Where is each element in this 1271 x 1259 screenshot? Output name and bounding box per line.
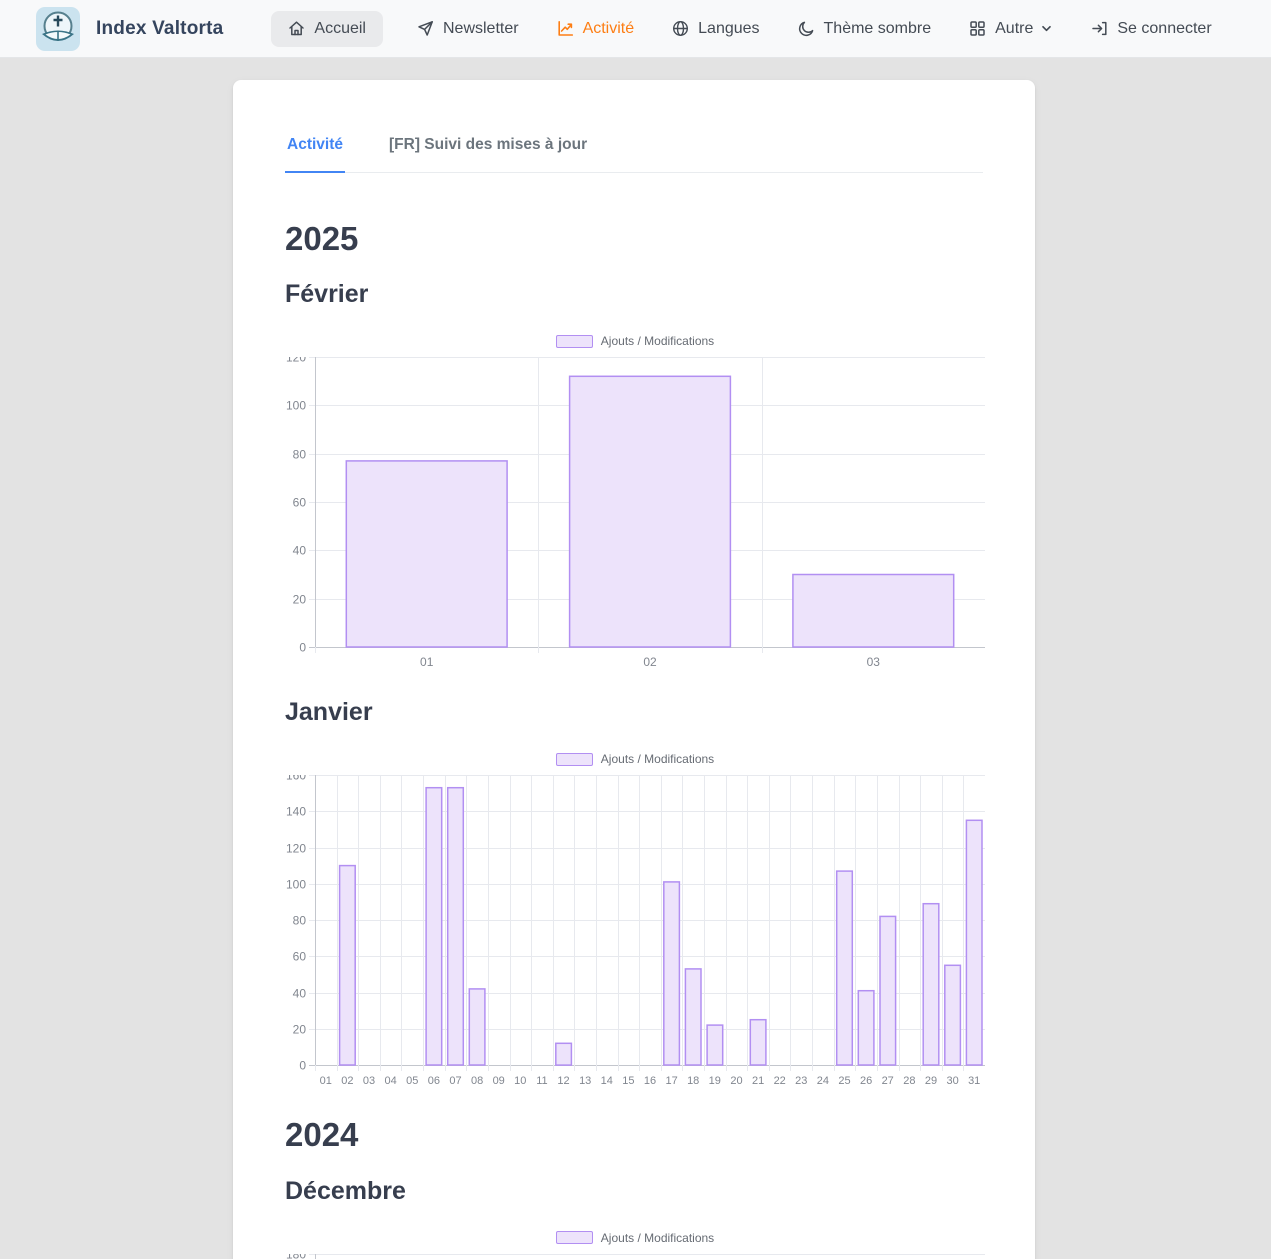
month-heading-janvier: Janvier: [285, 698, 373, 727]
svg-text:02: 02: [341, 1075, 353, 1087]
svg-text:19: 19: [709, 1075, 721, 1087]
navbar: Index Valtorta Accueil Newsletter Activi…: [0, 0, 1271, 58]
svg-text:26: 26: [860, 1075, 872, 1087]
login-icon: [1091, 20, 1108, 37]
svg-text:160: 160: [286, 775, 306, 783]
chart-block-janvier-2025: Ajouts / Modifications 0 20 40 60 80 100 120 14…: [285, 752, 986, 1091]
bar-chart-canvas-fevrier: 0 20 40 60 80 100 120 01 02 03: [285, 351, 986, 673]
activity-card: Activité [FR] Suivi des mises à jour 202…: [233, 80, 1035, 1259]
legend-label: Ajouts / Modifications: [600, 1230, 715, 1245]
bar-chart-canvas-janvier: 0 20 40 60 80 100 120 140 160 01 02 03 04 05 06 07 08 09 1…: [285, 769, 986, 1091]
moon-icon: [798, 20, 815, 37]
legend-swatch: [555, 334, 593, 348]
send-icon: [417, 20, 434, 37]
chart-legend[interactable]: Ajouts / Modifications: [285, 752, 985, 766]
svg-text:06: 06: [428, 1075, 440, 1087]
legend-swatch: [555, 1231, 593, 1244]
svg-text:23: 23: [795, 1075, 807, 1087]
nav-item-newsletter[interactable]: Newsletter: [413, 11, 523, 47]
svg-text:17: 17: [665, 1075, 677, 1087]
svg-text:180: 180: [286, 1254, 306, 1259]
svg-text:24: 24: [817, 1075, 829, 1087]
svg-text:31: 31: [968, 1075, 980, 1087]
grid-icon: [969, 20, 986, 37]
nav-item-accueil[interactable]: Accueil: [271, 10, 383, 47]
svg-text:100: 100: [286, 399, 306, 413]
tab-activite[interactable]: Activité: [285, 136, 345, 173]
svg-text:25: 25: [838, 1075, 850, 1087]
svg-text:28: 28: [903, 1075, 915, 1087]
month-heading-fevrier: Février: [285, 280, 369, 309]
chart-legend[interactable]: Ajouts / Modifications: [285, 334, 985, 348]
svg-text:09: 09: [493, 1075, 505, 1087]
month-heading-decembre: Décembre: [285, 1176, 406, 1205]
svg-text:0: 0: [299, 1059, 306, 1073]
svg-text:120: 120: [286, 357, 306, 365]
svg-text:15: 15: [622, 1075, 634, 1087]
svg-text:60: 60: [293, 950, 307, 964]
svg-text:04: 04: [384, 1075, 396, 1087]
svg-text:07: 07: [449, 1075, 461, 1087]
svg-text:16: 16: [644, 1075, 656, 1087]
nav-item-se-connecter[interactable]: Se connecter: [1087, 11, 1215, 47]
brand-title: Index Valtorta: [96, 17, 224, 39]
svg-text:20: 20: [293, 593, 307, 607]
svg-text:01: 01: [420, 655, 434, 669]
svg-text:60: 60: [293, 496, 307, 510]
svg-text:11: 11: [536, 1075, 547, 1087]
nav-item-theme-sombre[interactable]: Thème sombre: [794, 11, 936, 47]
svg-text:12: 12: [557, 1075, 569, 1087]
legend-swatch: [555, 752, 593, 766]
nav-item-activite[interactable]: Activité: [553, 11, 639, 47]
svg-text:40: 40: [293, 544, 307, 558]
globe-icon: [672, 20, 689, 37]
nav-item-autre[interactable]: Autre: [965, 11, 1057, 47]
svg-text:10: 10: [514, 1075, 526, 1087]
chart-block-fevrier-2025: Ajouts / Modifications 0 20 40 60 80 100 120 01…: [285, 334, 986, 673]
year-heading-2025: 2025: [285, 220, 359, 257]
svg-text:03: 03: [867, 655, 881, 669]
nav-item-langues[interactable]: Langues: [668, 11, 763, 47]
legend-label: Ajouts / Modifications: [600, 334, 715, 349]
main-content: Activité [FR] Suivi des mises à jour 202…: [0, 80, 1271, 1259]
app-logo-icon: [36, 6, 80, 51]
svg-text:22: 22: [774, 1075, 786, 1087]
graph-up-icon: [557, 20, 574, 37]
svg-text:80: 80: [293, 448, 307, 462]
home-icon: [288, 20, 305, 37]
year-heading-2024: 2024: [285, 1116, 359, 1154]
chart-legend[interactable]: Ajouts / Modifications: [285, 1231, 985, 1245]
svg-text:14: 14: [601, 1075, 613, 1087]
svg-text:40: 40: [293, 987, 307, 1001]
svg-text:0: 0: [299, 641, 306, 655]
svg-text:18: 18: [687, 1075, 699, 1087]
svg-text:27: 27: [882, 1075, 894, 1087]
legend-label: Ajouts / Modifications: [600, 752, 715, 767]
svg-text:08: 08: [471, 1075, 483, 1087]
svg-text:100: 100: [286, 878, 306, 892]
tab-bar: Activité [FR] Suivi des mises à jour: [285, 136, 983, 173]
svg-text:20: 20: [293, 1023, 307, 1037]
svg-text:05: 05: [406, 1075, 418, 1087]
tab-fr-suivi-mises-a-jour[interactable]: [FR] Suivi des mises à jour: [389, 136, 588, 153]
svg-text:13: 13: [579, 1075, 591, 1087]
chevron-down-icon: [1040, 22, 1053, 35]
svg-text:140: 140: [286, 805, 306, 819]
svg-text:120: 120: [286, 842, 306, 856]
svg-text:02: 02: [643, 655, 657, 669]
svg-text:80: 80: [293, 914, 307, 928]
bar-chart-canvas-decembre: 020406080100120140160180: [285, 1247, 985, 1259]
brand[interactable]: Index Valtorta: [36, 6, 224, 51]
chart-block-decembre-2024: Ajouts / Modifications 02040608010012014…: [285, 1231, 985, 1259]
nav-items: Accueil Newsletter Activité Langues Thèm…: [271, 10, 1215, 47]
svg-text:21: 21: [752, 1075, 764, 1087]
svg-text:03: 03: [363, 1075, 375, 1087]
svg-text:29: 29: [925, 1075, 937, 1087]
svg-text:01: 01: [320, 1075, 332, 1087]
svg-text:30: 30: [946, 1075, 958, 1087]
svg-text:20: 20: [730, 1075, 742, 1087]
